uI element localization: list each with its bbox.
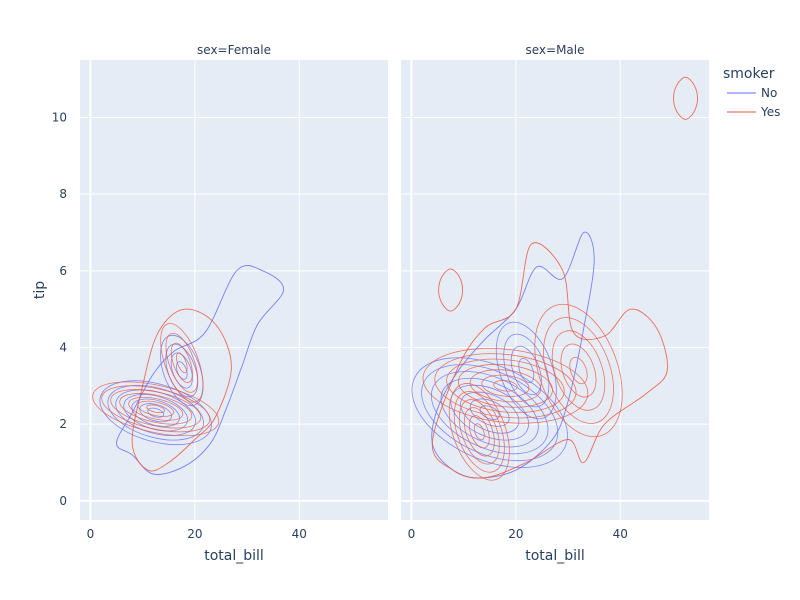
contour-yes-level	[92, 381, 220, 437]
y-axis-title: tip	[32, 281, 48, 299]
x-tick-label: 20	[508, 527, 523, 541]
contour-yes-island	[438, 268, 464, 312]
contour-no-outer	[116, 265, 285, 475]
plot-area-female[interactable]	[80, 60, 388, 520]
contour-yes-level	[137, 400, 175, 417]
contour-no-level	[99, 380, 212, 446]
contour-no-level	[411, 357, 568, 468]
contour-yes-level	[128, 396, 184, 421]
contour-no-level	[147, 407, 165, 418]
contour-no-level	[107, 384, 204, 441]
x-tick-label: 40	[292, 527, 307, 541]
facet-title-male: sex=Male	[525, 43, 584, 57]
contour-yes-outer	[431, 242, 668, 479]
contour-no-outer	[431, 231, 595, 479]
legend: smoker No Yes	[723, 66, 780, 119]
contour-no-level	[510, 345, 542, 396]
facet-male: 0 20 40 sex=Male total_bill	[401, 43, 709, 564]
contour-yes-level	[473, 423, 485, 441]
facet-title-female: sex=Female	[197, 43, 271, 57]
x-ticks-female: 0 20 40	[87, 527, 307, 541]
grid-male	[401, 60, 709, 520]
x-tick-label: 0	[87, 527, 95, 541]
contour-yes-level	[176, 352, 188, 374]
contour-yes-level	[422, 347, 589, 424]
contour-no-level	[131, 398, 180, 427]
contour-yes-level	[551, 330, 606, 411]
legend-item-no[interactable]: No	[727, 86, 777, 100]
y-tick-label: 4	[59, 341, 67, 355]
legend-label-yes: Yes	[760, 105, 780, 119]
contour-yes-level	[534, 303, 623, 438]
plot-area-male[interactable]	[401, 60, 709, 520]
contour-no-level	[170, 352, 193, 389]
contour-yes-level	[458, 399, 500, 465]
contour-yes-level	[560, 343, 597, 398]
contour-yes-level	[457, 363, 553, 408]
contour-yes-level	[543, 317, 614, 424]
contour-yes-level	[569, 356, 588, 385]
contour-yes-level	[110, 389, 202, 429]
contour-yes-level	[119, 393, 193, 425]
y-ticks: 0 2 4 6 8 10	[52, 111, 67, 508]
x-axis-title-female: total_bill	[204, 548, 264, 564]
y-tick-label: 6	[59, 264, 67, 278]
y-tick-label: 0	[59, 494, 67, 508]
contour-yes-level	[448, 383, 510, 481]
legend-title: smoker	[723, 66, 775, 82]
contour-yes-level	[160, 323, 204, 403]
grid-female	[80, 60, 388, 520]
contour-yes-level	[101, 385, 211, 433]
contour-yes-level	[468, 415, 490, 449]
facet-female: 0 20 40 sex=Female total_bill	[80, 43, 388, 564]
contour-yes-level	[493, 380, 518, 392]
contour-no-level	[139, 403, 172, 423]
contours-male	[411, 76, 698, 481]
x-tick-label: 20	[187, 527, 202, 541]
contour-yes-level	[146, 404, 166, 414]
contour-no-level	[440, 377, 539, 448]
contour-yes-island	[673, 76, 698, 120]
x-axis-title-male: total_bill	[525, 548, 585, 564]
x-tick-label: 40	[613, 527, 628, 541]
y-tick-label: 10	[52, 111, 67, 125]
y-tick-label: 8	[59, 187, 67, 201]
contour-yes-outer	[131, 308, 232, 472]
legend-item-yes[interactable]: Yes	[727, 105, 780, 119]
contour-yes-level	[469, 369, 542, 403]
contour-no-level	[176, 361, 188, 380]
contour-yes-level	[165, 332, 199, 393]
x-ticks-male: 0 20 40	[408, 527, 628, 541]
contour-yes-level	[453, 391, 505, 473]
contour-yes-level	[463, 407, 495, 457]
contour-yes-level	[481, 374, 530, 397]
y-tick-label: 2	[59, 417, 67, 431]
x-tick-label: 0	[408, 527, 416, 541]
contour-no-level	[160, 334, 204, 407]
legend-label-no: No	[761, 86, 777, 100]
contours-female	[92, 265, 285, 475]
contour-no-level	[495, 321, 557, 420]
contour-yes-level	[446, 358, 565, 413]
contour-yes-level	[170, 342, 193, 383]
